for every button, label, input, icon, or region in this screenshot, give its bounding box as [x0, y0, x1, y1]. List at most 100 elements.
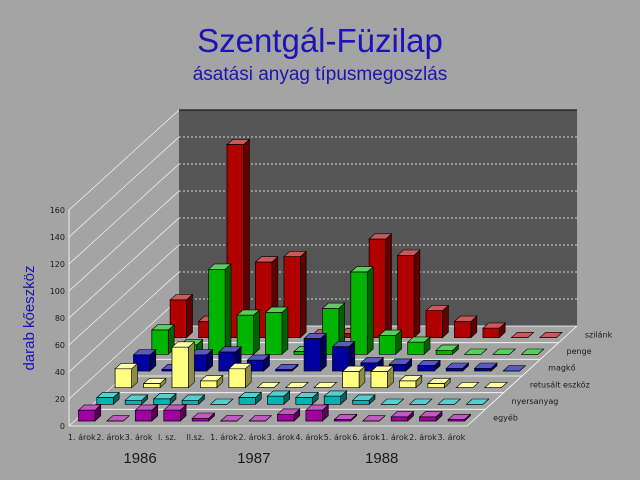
- bar-top-face: [455, 381, 480, 389]
- bar-top-face: [209, 398, 234, 405]
- category-label: 5. árok: [324, 433, 352, 442]
- bar-penge-4: [236, 309, 261, 355]
- bar-front-face: [181, 399, 199, 405]
- bar-retusalt-eszkoz-5: [228, 362, 252, 389]
- bar-front-face: [323, 395, 342, 405]
- bar-front-face: [425, 310, 443, 339]
- year-labels: 1986 1987 1988: [123, 450, 398, 467]
- bar-front-face: [151, 329, 169, 355]
- series-label: egyéb: [493, 413, 518, 423]
- series-label: penge: [567, 347, 592, 356]
- bar-magko-14: [502, 365, 527, 372]
- series-label: magkő: [548, 364, 575, 373]
- bar-side-face: [320, 332, 327, 372]
- series-label: szilánk: [585, 330, 613, 339]
- bar-nyersanyag-1: [96, 391, 120, 405]
- bar-top-face: [284, 381, 309, 389]
- bar-penge-8: [350, 265, 374, 355]
- bar-front-face: [445, 367, 464, 372]
- bar-top-face: [219, 415, 244, 422]
- bar-front-face: [163, 409, 181, 422]
- bar-front-face: [417, 365, 435, 372]
- bar-egyeb-4: [163, 404, 187, 422]
- year-label: 1988: [365, 450, 398, 467]
- bar-front-face: [236, 314, 254, 355]
- bar-szilank-5: [283, 250, 307, 339]
- bar-penge-3: [207, 263, 232, 355]
- floor-right-edge: [466, 325, 578, 427]
- gridline-side: [68, 244, 180, 346]
- bar-nyersanyag-13: [437, 398, 462, 405]
- category-label: 4. árok: [295, 433, 323, 442]
- bar-penge-11: [435, 344, 460, 355]
- bar-front-face: [370, 371, 388, 389]
- y-tick-label: 160: [50, 206, 65, 215]
- bar-penge-10: [406, 336, 431, 355]
- bar-top-face: [408, 398, 433, 405]
- bar-szilank-12: [482, 322, 506, 339]
- bar-egyeb-14: [447, 413, 472, 422]
- bar-retusalt-eszkoz-2: [142, 377, 167, 389]
- bar-front-face: [153, 398, 171, 405]
- series-label: retusált eszköz: [530, 380, 590, 389]
- bar-side-face: [299, 250, 307, 339]
- bar-front-face: [208, 268, 226, 355]
- back-wall-panel: [179, 110, 577, 326]
- bar-top-face: [106, 415, 131, 422]
- bar-top-face: [380, 398, 405, 405]
- bar-egyeb-6: [219, 415, 244, 422]
- bar-side-face: [186, 293, 193, 339]
- bar-nyersanyag-5: [209, 398, 234, 405]
- category-labels: 1. árok 2. árok 3. árok l. sz. ll.sz. 1. árok…: [68, 433, 466, 442]
- bar-front-face: [419, 416, 437, 422]
- bar-szilank-8: [368, 233, 393, 339]
- category-label: ll.sz.: [187, 433, 205, 442]
- bar-penge-5: [264, 306, 289, 355]
- bar-side-face: [385, 233, 392, 339]
- chart-subtitle: ásatási anyag típusmegoszlás: [193, 64, 448, 85]
- bar-nyersanyag-7: [266, 390, 291, 405]
- bar-egyeb-9: [305, 404, 330, 422]
- bar-front-face: [333, 419, 352, 422]
- bar-front-face: [228, 368, 246, 389]
- bar-szilank-9: [396, 249, 421, 339]
- bar-nyersanyag-14: [465, 398, 490, 405]
- bar-side-face: [281, 306, 289, 355]
- bar-front-face: [427, 383, 445, 389]
- bar-top-face: [483, 381, 508, 389]
- bar-retusalt-eszkoz-9: [341, 365, 366, 389]
- gridline-side: [68, 136, 180, 238]
- bar-side-face: [253, 309, 260, 355]
- category-label: 2. árok: [96, 433, 124, 442]
- bar-nyersanyag-10: [351, 394, 376, 405]
- y-axis-label: darab kőeszköz: [21, 265, 38, 370]
- category-label: l. sz.: [158, 433, 176, 442]
- bar-retusalt-eszkoz-1: [114, 362, 139, 389]
- bar-szilank-14: [538, 331, 563, 339]
- bar-front-face: [305, 409, 323, 422]
- bar-retusalt-eszkoz-12: [427, 377, 451, 389]
- bar-front-face: [399, 380, 417, 389]
- bar-front-face: [96, 397, 114, 405]
- bar-front-face: [295, 397, 313, 405]
- category-label: 3. árok: [125, 433, 153, 442]
- bar-top-face: [256, 381, 281, 389]
- bar-nyersanyag-4: [181, 394, 206, 405]
- gridline-side: [68, 271, 180, 373]
- category-label: 3. árok: [438, 433, 466, 442]
- y-tick-label: 20: [55, 395, 65, 404]
- bar-egyeb-12: [390, 410, 415, 422]
- bar-side-face: [188, 341, 195, 389]
- category-label: 1. árok: [381, 433, 409, 442]
- bar-nyersanyag-8: [295, 391, 319, 405]
- bar-front-face: [124, 399, 143, 405]
- gridline-side: [68, 217, 180, 319]
- y-tick-label: 120: [50, 260, 65, 269]
- bar-nyersanyag-9: [323, 390, 348, 405]
- bar-magko-11: [417, 359, 441, 372]
- bar-nyersanyag-2: [124, 394, 149, 405]
- bar-top-face: [538, 331, 563, 339]
- bar-front-face: [332, 346, 350, 372]
- bar-front-face: [342, 371, 360, 389]
